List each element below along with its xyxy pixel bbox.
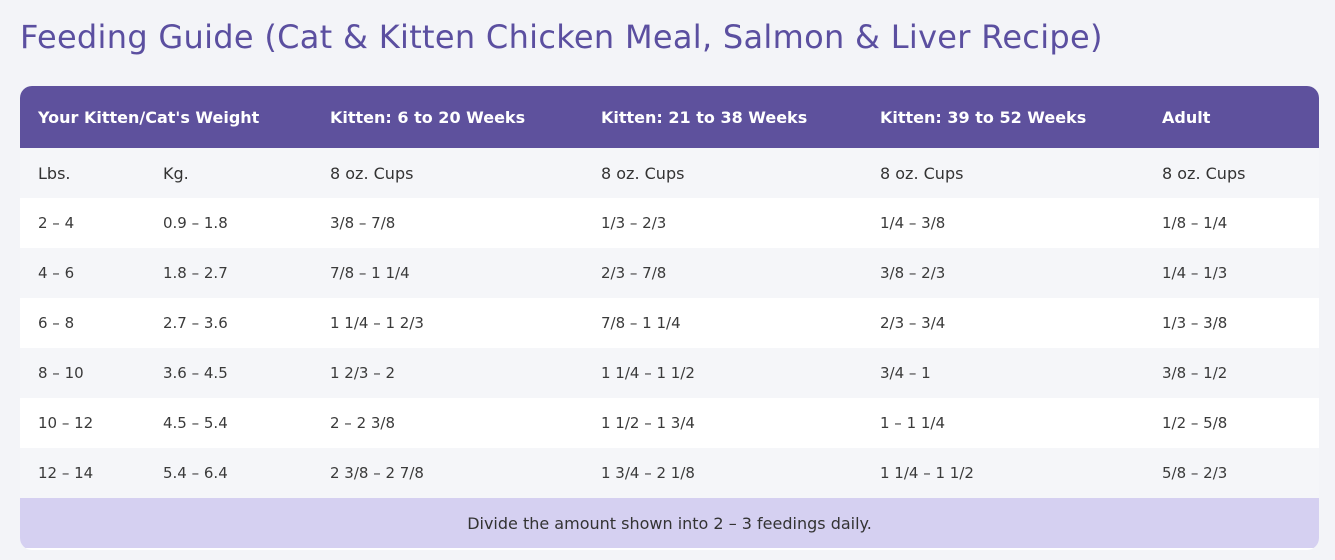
table-row: 2 – 4 0.9 – 1.8 3/8 – 7/8 1/3 – 2/3 1/4 … <box>20 198 1319 248</box>
cell-kitten-21-38: 1 1/2 – 1 3/4 <box>601 414 695 432</box>
cell-kitten-6-20: 1 2/3 – 2 <box>330 364 396 382</box>
unit-cups: 8 oz. Cups <box>880 163 964 183</box>
table-row: 10 – 12 4.5 – 5.4 2 – 2 3/8 1 1/2 – 1 3/… <box>20 398 1319 448</box>
cell-kitten-39-52: 1 – 1 1/4 <box>880 414 946 432</box>
unit-cups: 8 oz. Cups <box>1162 163 1246 183</box>
unit-cups: 8 oz. Cups <box>601 163 685 183</box>
table-row: 8 – 10 3.6 – 4.5 1 2/3 – 2 1 1/4 – 1 1/2… <box>20 348 1319 398</box>
cell-kitten-6-20: 2 3/8 – 2 7/8 <box>330 464 424 482</box>
table-row: 12 – 14 5.4 – 6.4 2 3/8 – 2 7/8 1 3/4 – … <box>20 448 1319 498</box>
cell-kitten-21-38: 1/3 – 2/3 <box>601 214 667 232</box>
unit-lbs: Lbs. <box>38 163 71 183</box>
cell-lbs: 8 – 10 <box>38 364 84 382</box>
header-adult: Adult <box>1162 107 1211 127</box>
cell-kitten-39-52: 3/4 – 1 <box>880 364 931 382</box>
cell-kitten-21-38: 7/8 – 1 1/4 <box>601 314 681 332</box>
cell-kitten-39-52: 1/4 – 3/8 <box>880 214 946 232</box>
cell-kitten-39-52: 3/8 – 2/3 <box>880 264 946 282</box>
unit-kg: Kg. <box>163 163 189 183</box>
table-units-row: Lbs. Kg. 8 oz. Cups 8 oz. Cups 8 oz. Cup… <box>20 148 1319 198</box>
header-kitten-39-52: Kitten: 39 to 52 Weeks <box>880 107 1087 127</box>
cell-kitten-6-20: 2 – 2 3/8 <box>330 414 396 432</box>
cell-kg: 0.9 – 1.8 <box>163 214 228 232</box>
cell-adult: 1/3 – 3/8 <box>1162 314 1228 332</box>
cell-lbs: 10 – 12 <box>38 414 94 432</box>
cell-lbs: 12 – 14 <box>38 464 94 482</box>
table-header-row: Your Kitten/Cat's Weight Kitten: 6 to 20… <box>20 86 1319 148</box>
cell-kitten-6-20: 1 1/4 – 1 2/3 <box>330 314 424 332</box>
cell-lbs: 4 – 6 <box>38 264 75 282</box>
cell-kitten-21-38: 1 1/4 – 1 1/2 <box>601 364 695 382</box>
unit-cups: 8 oz. Cups <box>330 163 414 183</box>
table-row: 4 – 6 1.8 – 2.7 7/8 – 1 1/4 2/3 – 7/8 3/… <box>20 248 1319 298</box>
cell-kitten-6-20: 7/8 – 1 1/4 <box>330 264 410 282</box>
cell-kitten-21-38: 1 3/4 – 2 1/8 <box>601 464 695 482</box>
cell-kitten-39-52: 2/3 – 3/4 <box>880 314 946 332</box>
cell-kg: 4.5 – 5.4 <box>163 414 228 432</box>
cell-kg: 1.8 – 2.7 <box>163 264 228 282</box>
cell-adult: 1/4 – 1/3 <box>1162 264 1228 282</box>
table-footer-note: Divide the amount shown into 2 – 3 feedi… <box>20 498 1319 548</box>
cell-lbs: 6 – 8 <box>38 314 75 332</box>
cell-kg: 3.6 – 4.5 <box>163 364 228 382</box>
cell-adult: 5/8 – 2/3 <box>1162 464 1228 482</box>
cell-kitten-6-20: 3/8 – 7/8 <box>330 214 396 232</box>
cell-kitten-21-38: 2/3 – 7/8 <box>601 264 667 282</box>
cell-kitten-39-52: 1 1/4 – 1 1/2 <box>880 464 974 482</box>
page-title: Feeding Guide (Cat & Kitten Chicken Meal… <box>20 18 1103 56</box>
cell-lbs: 2 – 4 <box>38 214 75 232</box>
header-kitten-21-38: Kitten: 21 to 38 Weeks <box>601 107 808 127</box>
cell-adult: 1/2 – 5/8 <box>1162 414 1228 432</box>
feeding-table: Your Kitten/Cat's Weight Kitten: 6 to 20… <box>20 86 1319 550</box>
table-row: 6 – 8 2.7 – 3.6 1 1/4 – 1 2/3 7/8 – 1 1/… <box>20 298 1319 348</box>
header-kitten-6-20: Kitten: 6 to 20 Weeks <box>330 107 526 127</box>
cell-adult: 1/8 – 1/4 <box>1162 214 1228 232</box>
cell-kg: 2.7 – 3.6 <box>163 314 228 332</box>
cell-kg: 5.4 – 6.4 <box>163 464 228 482</box>
header-weight: Your Kitten/Cat's Weight <box>38 107 260 127</box>
cell-adult: 3/8 – 1/2 <box>1162 364 1228 382</box>
